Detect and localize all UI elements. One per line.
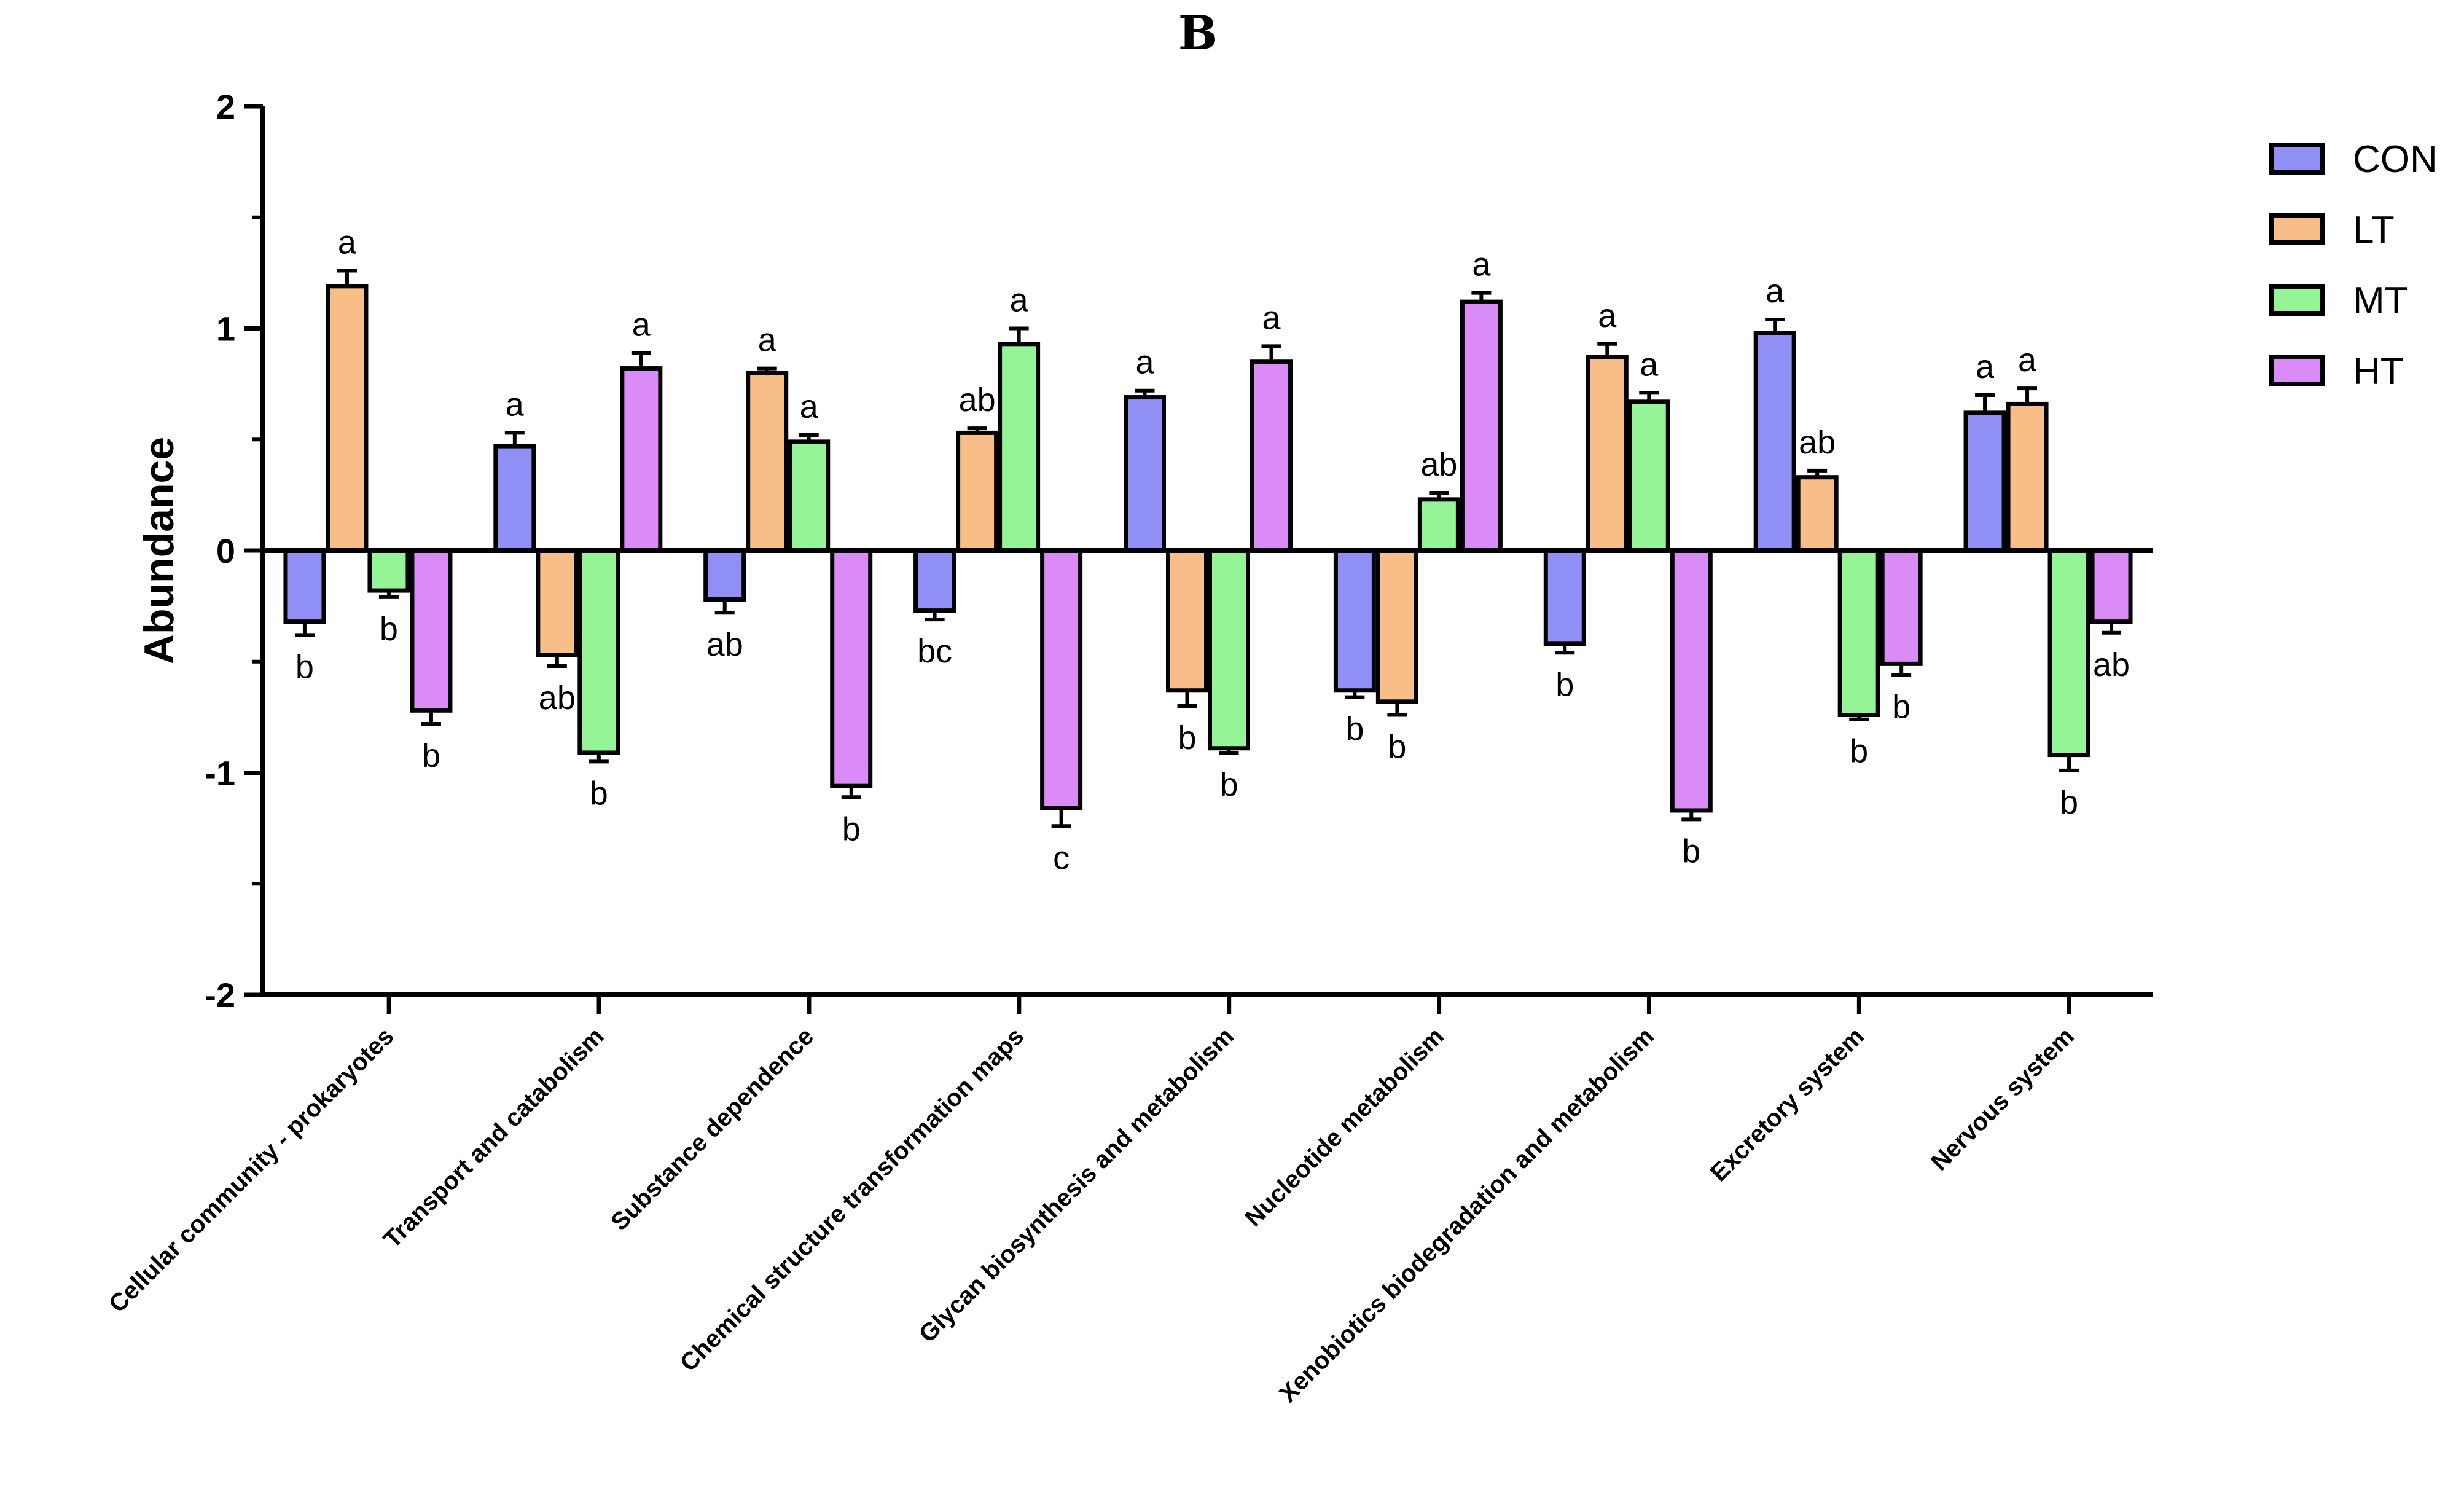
bar-mt (1837, 548, 1880, 718)
bar-ht (410, 548, 453, 713)
bar-lt (1375, 548, 1418, 704)
significance-letter: a (1598, 297, 1617, 334)
significance-letter: a (338, 224, 357, 261)
bar-con (1543, 548, 1586, 646)
legend-label-ht: HT (2353, 350, 2404, 393)
category-label: Nervous system (1926, 1022, 2079, 1176)
significance-letter: a (758, 322, 777, 359)
legend-swatch-mt (2269, 284, 2325, 316)
significance-letter: b (1850, 733, 1868, 770)
bar-lt (2006, 401, 2049, 553)
significance-letter: b (2060, 784, 2078, 821)
bar-lt (1166, 548, 1208, 693)
bar-ht (1250, 359, 1293, 553)
bar-mt (367, 548, 410, 593)
significance-letter: b (1555, 666, 1574, 703)
bar-con (1963, 410, 2006, 553)
bar-ht (830, 548, 873, 788)
legend-label-con: CON (2353, 138, 2438, 181)
category-label: Xenobiotics biodegradation and metabolis… (1274, 1022, 1659, 1408)
category-label: Substance dependence (606, 1022, 819, 1236)
significance-letter: ab (1420, 446, 1457, 483)
significance-letter: a (1472, 246, 1491, 283)
bar-ht (1880, 548, 1923, 666)
significance-letter: a (632, 306, 651, 343)
significance-letter: a (1010, 282, 1029, 319)
significance-letter: bc (917, 633, 952, 670)
significance-letter: b (1345, 711, 1364, 748)
category-label: Nucleotide metabolism (1240, 1022, 1449, 1232)
significance-letter: b (842, 810, 861, 847)
significance-letter: a (2018, 342, 2037, 379)
bar-con (283, 548, 326, 624)
bar-mt (577, 548, 620, 755)
bar-con (1333, 548, 1376, 693)
bar-lt (1586, 355, 1629, 553)
category-label: Cellular community - prokaryotes (104, 1022, 399, 1318)
bar-ht (620, 366, 663, 553)
y-axis-title: Abundance (136, 437, 182, 664)
significance-letter: b (422, 737, 440, 774)
significance-letter: ab (1799, 424, 1836, 461)
legend-label-mt: MT (2353, 280, 2408, 322)
significance-letter: c (1053, 839, 1070, 876)
significance-letter: b (1388, 729, 1406, 766)
legend-label-lt: LT (2353, 209, 2395, 251)
significance-letter: ab (2093, 646, 2130, 683)
significance-letter: a (1640, 346, 1659, 383)
significance-letter: b (1219, 766, 1238, 803)
significance-letter: b (1682, 833, 1700, 869)
plot-area: -2-1012Abundancebabbaabbaabaabbcabacabba… (104, 87, 2153, 1408)
bar-con (493, 444, 536, 553)
bar-lt (326, 284, 369, 553)
bar-con (913, 548, 956, 613)
y-tick-label: -1 (205, 754, 235, 793)
bar-lt (536, 548, 579, 657)
legend-swatch-ht (2269, 355, 2325, 386)
significance-letter: a (1766, 273, 1785, 310)
significance-letter: a (1262, 299, 1281, 336)
bar-mt (2047, 548, 2090, 758)
significance-letter: b (380, 611, 398, 648)
category-label: Excretory system (1705, 1022, 1869, 1187)
bar-con (1124, 395, 1166, 553)
category-label: Chemical structure transformation maps (675, 1022, 1030, 1377)
bar-lt (1796, 475, 1839, 553)
significance-letter: b (1892, 688, 1911, 725)
bar-mt (1208, 548, 1250, 751)
y-tick-label: 2 (216, 87, 235, 126)
significance-letter: ab (539, 680, 576, 716)
bar-con (1753, 331, 1796, 553)
category-label: Transport and catabolism (378, 1022, 609, 1253)
bar-ht (1040, 548, 1083, 810)
bar-mt (788, 439, 831, 553)
bar-lt (956, 430, 999, 553)
y-tick-label: 0 (216, 532, 235, 570)
y-tick-label: -2 (205, 976, 235, 1014)
legend-swatch-lt (2269, 213, 2325, 245)
bar-ht (1670, 548, 1713, 813)
bar-mt (998, 342, 1041, 553)
significance-letter: ab (959, 382, 996, 418)
significance-letter: a (1976, 348, 1995, 385)
bar-mt (1417, 497, 1460, 553)
legend: CON LT MT HT (2269, 138, 2438, 393)
significance-letter: b (295, 648, 314, 685)
significance-letter: ab (706, 626, 743, 663)
bar-ht (2090, 548, 2133, 624)
legend-swatch-con (2269, 143, 2325, 175)
significance-letter: b (590, 775, 608, 812)
significance-letter: a (800, 388, 819, 425)
bar-ht (1460, 299, 1503, 553)
significance-letter: a (506, 386, 525, 423)
bar-con (703, 548, 746, 602)
significance-letter: b (1178, 720, 1196, 756)
y-tick-label: 1 (216, 310, 235, 348)
bar-lt (746, 371, 789, 553)
significance-letter: a (1135, 344, 1154, 381)
bar-mt (1627, 399, 1670, 553)
chart-title: B (1178, 6, 1218, 60)
